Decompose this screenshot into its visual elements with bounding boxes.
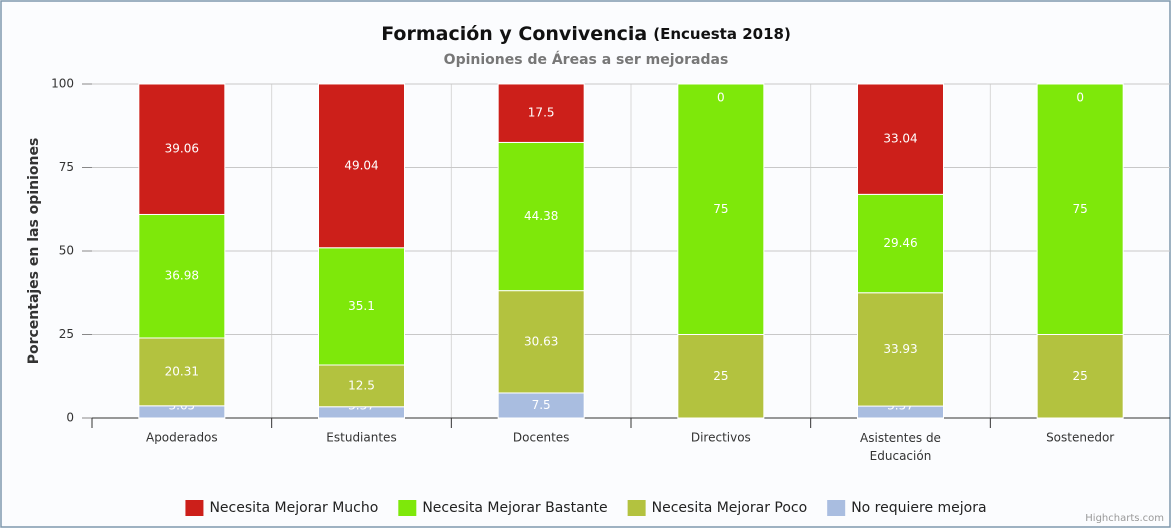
data-label: 30.63	[524, 334, 558, 348]
data-label: 12.5	[348, 378, 375, 392]
data-label: 17.5	[528, 106, 555, 120]
data-label: 7.5	[532, 398, 551, 412]
bar-segment	[1036, 334, 1124, 419]
data-label: 35.1	[348, 299, 375, 313]
legend-swatch	[627, 500, 646, 516]
y-axis-title: Porcentajes en las opiniones	[26, 138, 42, 365]
legend-swatch	[827, 500, 846, 516]
bar-segment	[857, 193, 944, 294]
x-tick-line: Educación	[870, 449, 932, 463]
data-label: 25	[713, 369, 728, 383]
bar-segment	[318, 83, 405, 249]
data-label: 49.04	[344, 158, 378, 172]
bar-segment	[318, 364, 405, 408]
y-tick-label: 0	[66, 411, 74, 425]
bar-segment	[857, 83, 944, 195]
legend: Necesita Mejorar Mucho Necesita Mejorar B…	[185, 500, 987, 516]
legend-swatch	[398, 500, 417, 516]
legend-label: Necesita Mejorar Poco	[652, 500, 808, 516]
x-tick-label: Apoderados	[146, 431, 218, 445]
data-label: 75	[713, 202, 728, 216]
y-tick-label: 50	[59, 244, 74, 258]
bar-segment	[677, 83, 765, 335]
bar-segment	[497, 392, 585, 419]
credits: Highcharts.com	[1085, 513, 1164, 524]
data-label: 33.04	[883, 132, 917, 146]
legend-swatch	[185, 500, 204, 516]
bar-segment	[138, 213, 226, 339]
data-label: 20.31	[165, 364, 199, 378]
data-label: 44.38	[524, 209, 558, 223]
bar-segment	[497, 83, 585, 143]
x-tick-label: Estudiantes	[326, 431, 396, 445]
bar-segment	[1036, 83, 1124, 335]
bar-segment	[138, 83, 226, 215]
legend-label: No requiere mejora	[851, 500, 986, 516]
data-label: 0	[1076, 91, 1084, 105]
x-tick-label: Sostenedor	[1046, 431, 1114, 445]
bar-segment	[857, 292, 944, 407]
x-tick-label: Asistentes de Educación	[860, 431, 941, 463]
y-tick-label: 75	[59, 160, 74, 174]
data-label: 39.06	[165, 142, 199, 156]
data-label: 36.98	[165, 269, 199, 283]
chart-subtitle: Opiniones de Áreas a ser mejoradas	[444, 51, 729, 68]
bar-segment	[677, 334, 765, 419]
legend-label: Necesita Mejorar Mucho	[209, 500, 378, 516]
bar-segment	[138, 337, 226, 407]
data-label: 33.93	[883, 342, 917, 356]
x-tick-line: Asistentes de	[860, 431, 941, 445]
chart-title: Formación y Convivencia (Encuesta 2018)	[381, 23, 791, 45]
bar-segment	[318, 247, 405, 366]
data-label: 0	[717, 91, 725, 105]
data-label: 25	[1073, 369, 1088, 383]
x-tick-label: Docentes	[513, 431, 570, 445]
y-tick-label: 100	[51, 77, 74, 91]
x-tick-label: Directivos	[691, 431, 751, 445]
data-label: 75	[1073, 202, 1088, 216]
legend-label: Necesita Mejorar Bastante	[422, 500, 607, 516]
y-tick-label: 25	[59, 327, 74, 341]
title-main: Formación y Convivencia	[381, 23, 647, 45]
data-label: 29.46	[883, 236, 917, 250]
bar-segment	[497, 141, 585, 292]
title-note: (Encuesta 2018)	[653, 25, 791, 43]
bar-segment	[497, 290, 585, 394]
